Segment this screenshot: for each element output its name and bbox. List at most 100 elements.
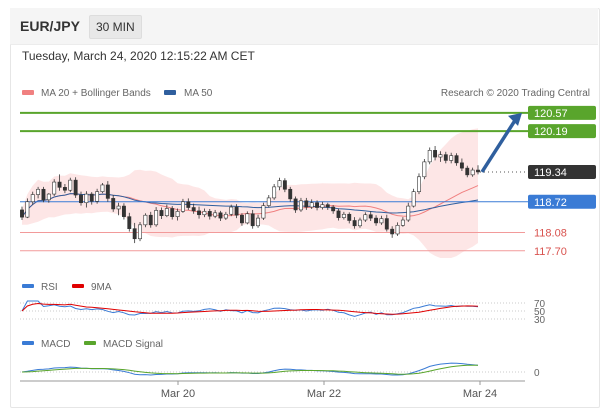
timeframe-badge[interactable]: 30 MIN bbox=[89, 15, 142, 39]
candle bbox=[202, 211, 207, 216]
last-price-label: 119.34 bbox=[534, 167, 567, 179]
candle bbox=[207, 211, 212, 217]
pivot-tag bbox=[528, 194, 596, 209]
candle bbox=[374, 217, 379, 224]
candle bbox=[41, 188, 46, 201]
candle bbox=[116, 205, 121, 210]
rsi-level-label: 30 bbox=[534, 315, 546, 326]
candle bbox=[143, 214, 148, 226]
rsi-ma-line bbox=[21, 302, 479, 315]
candle bbox=[347, 213, 352, 221]
candle bbox=[266, 197, 271, 206]
candle bbox=[325, 204, 330, 208]
resistance-1-tag bbox=[528, 124, 596, 139]
ma20-legend-swatch bbox=[22, 90, 34, 95]
ma50-legend-label: MA 50 bbox=[184, 88, 213, 99]
candle bbox=[288, 188, 293, 200]
candle bbox=[73, 179, 78, 196]
candle bbox=[470, 169, 475, 176]
forecast-arrowhead bbox=[508, 112, 522, 126]
candle bbox=[277, 180, 282, 188]
candle bbox=[299, 200, 303, 211]
candle bbox=[465, 167, 470, 176]
candle bbox=[20, 209, 24, 218]
candle bbox=[127, 216, 132, 229]
candle bbox=[272, 186, 277, 199]
candle bbox=[191, 207, 196, 212]
candle bbox=[100, 184, 105, 192]
candle bbox=[62, 187, 67, 191]
candle bbox=[223, 213, 228, 219]
candle bbox=[341, 213, 346, 218]
candle bbox=[79, 194, 83, 204]
macd-signal-legend-label: MACD Signal bbox=[103, 339, 163, 350]
rsi-legend-swatch bbox=[22, 284, 34, 288]
candle bbox=[379, 218, 384, 224]
candle bbox=[111, 198, 116, 210]
candle bbox=[68, 179, 73, 191]
candle bbox=[282, 180, 287, 190]
candle bbox=[245, 213, 250, 224]
support-2-label: 117.70 bbox=[534, 246, 567, 258]
candle bbox=[46, 193, 51, 201]
x-tick-label: Mar 22 bbox=[307, 388, 341, 400]
rsi-level-label: 70 bbox=[534, 299, 546, 310]
candle bbox=[358, 219, 362, 227]
x-axis: Mar 20 Mar 22 Mar 24 bbox=[20, 380, 525, 400]
candle bbox=[170, 208, 175, 217]
candle bbox=[132, 228, 137, 240]
candle bbox=[427, 150, 432, 163]
x-tick-label: Mar 24 bbox=[463, 388, 497, 400]
candle bbox=[164, 208, 169, 216]
candle bbox=[234, 206, 239, 216]
candle bbox=[89, 193, 94, 202]
candle bbox=[459, 162, 464, 169]
resistance-2-label: 120.57 bbox=[534, 108, 568, 120]
ma50-legend-swatch bbox=[164, 90, 176, 95]
candle bbox=[84, 193, 89, 204]
pair-title: EUR/JPY bbox=[20, 18, 80, 34]
candle bbox=[261, 205, 266, 219]
candle bbox=[95, 191, 100, 202]
candle bbox=[406, 205, 411, 221]
macd-signal-legend-swatch bbox=[84, 341, 96, 345]
price-plot: 120.57 120.19 119.34 118.72 118.08 117.70 bbox=[20, 105, 596, 258]
macd-legend-swatch bbox=[22, 341, 34, 345]
candle bbox=[154, 210, 159, 226]
candle bbox=[411, 191, 416, 207]
candle bbox=[309, 202, 314, 208]
candle bbox=[30, 194, 35, 203]
ma20-legend-label: MA 20 + Bollinger Bands bbox=[41, 88, 151, 99]
candle bbox=[240, 214, 244, 224]
candle bbox=[175, 211, 180, 217]
candle bbox=[352, 220, 357, 227]
candle bbox=[138, 224, 142, 240]
rsi-line bbox=[21, 300, 479, 317]
candle bbox=[363, 214, 368, 221]
candle bbox=[105, 184, 110, 199]
macd-signal-line bbox=[21, 364, 478, 375]
candle bbox=[417, 176, 421, 192]
candle bbox=[454, 155, 459, 164]
candle bbox=[443, 154, 448, 161]
candle bbox=[159, 210, 164, 216]
macd-plot: 0 bbox=[20, 362, 540, 379]
candle bbox=[25, 201, 30, 218]
candle bbox=[52, 181, 57, 195]
candle bbox=[218, 212, 223, 219]
forecast-arrow bbox=[480, 117, 518, 173]
main-legend: MA 20 + Bollinger Bands MA 50 Research ©… bbox=[22, 88, 590, 99]
x-tick-label: Mar 20 bbox=[161, 388, 195, 400]
candle bbox=[180, 201, 185, 212]
candle bbox=[395, 225, 400, 235]
candle bbox=[57, 181, 62, 188]
candle bbox=[400, 219, 405, 226]
timestamp: Tuesday, March 24, 2020 12:15:22 AM CET bbox=[22, 49, 255, 63]
resistance-1-label: 120.19 bbox=[534, 126, 568, 138]
macd-zero-label: 0 bbox=[534, 368, 540, 379]
candle bbox=[438, 154, 443, 158]
support-1-label: 118.08 bbox=[534, 228, 567, 240]
candle bbox=[384, 218, 389, 230]
candle bbox=[422, 161, 427, 178]
